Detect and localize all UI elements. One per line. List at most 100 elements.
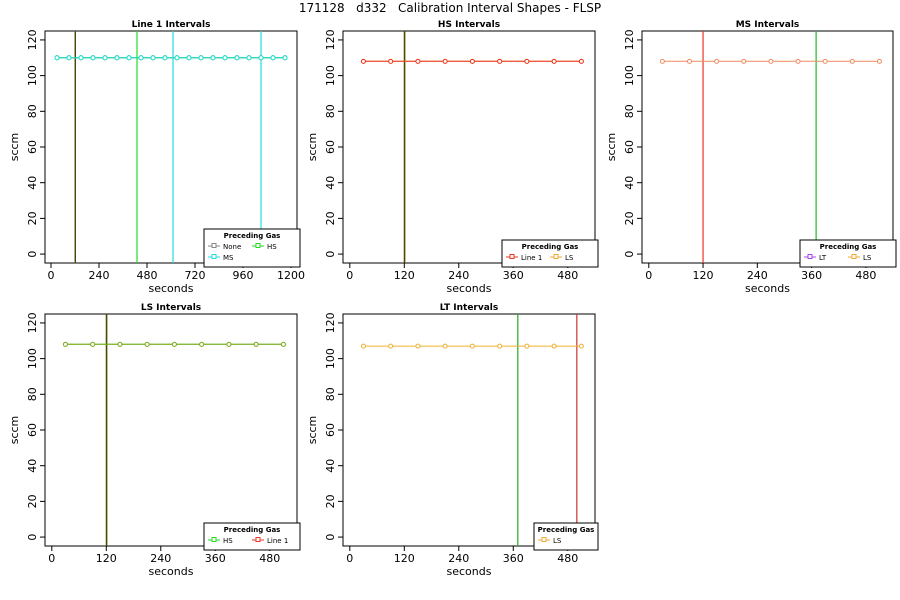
x-tick-label: 120	[394, 552, 415, 565]
legend-title: Preceding Gas	[820, 243, 877, 251]
y-tick-label: 100	[324, 65, 337, 86]
data-point	[551, 58, 557, 64]
panel-title: MS Intervals	[736, 20, 800, 30]
legend-swatch-marker	[211, 243, 217, 248]
data-point	[102, 55, 108, 61]
data-point	[415, 343, 421, 349]
legend-label: LS	[863, 254, 872, 262]
y-tick-label: 80	[26, 104, 39, 118]
data-point	[270, 55, 276, 61]
panel-title: LS Intervals	[141, 303, 201, 313]
legend: Preceding Gas None HS MS	[203, 228, 301, 268]
legend-swatch-marker	[851, 254, 857, 259]
x-tick-label: 240	[747, 269, 768, 282]
data-point	[741, 58, 747, 64]
data-point	[768, 58, 774, 64]
y-axis-label: sccm	[8, 416, 21, 445]
x-tick-label: 0	[48, 269, 55, 282]
legend-box	[203, 228, 301, 268]
plot-frame	[342, 313, 596, 547]
data-point	[524, 343, 530, 349]
chart-panel-5: LT Intervals 0 20 40 60 80 100 120 0 120 240 360 480…	[306, 303, 599, 578]
y-tick-label: 20	[26, 494, 39, 508]
legend-label: Line 1	[521, 254, 542, 262]
y-tick-label: 20	[623, 211, 636, 225]
y-tick-label: 60	[324, 423, 337, 437]
y-tick-label: 20	[324, 211, 337, 225]
y-tick-label: 40	[324, 176, 337, 190]
data-point	[210, 55, 216, 61]
y-tick-label: 0	[26, 251, 39, 258]
y-tick-label: 60	[324, 140, 337, 154]
chart-panel-4: LS Intervals 0 20 40 60 80 100 120 0 120 240 360 480…	[8, 303, 301, 578]
data-point	[144, 341, 150, 347]
y-tick-label: 120	[26, 312, 39, 333]
data-point	[138, 55, 144, 61]
y-tick-label: 100	[324, 348, 337, 369]
y-tick-label: 40	[26, 459, 39, 473]
x-tick-label: 480	[557, 269, 578, 282]
x-tick-label: 720	[185, 269, 206, 282]
x-tick-label: 360	[503, 269, 524, 282]
y-tick-label: 0	[623, 251, 636, 258]
legend-title: Preceding Gas	[224, 526, 281, 534]
data-point	[469, 343, 475, 349]
plot-frame	[44, 30, 298, 264]
y-axis-label: sccm	[306, 133, 319, 162]
data-point	[126, 55, 132, 61]
legend-label: HS	[223, 537, 233, 545]
data-point	[360, 58, 366, 64]
data-point	[222, 55, 228, 61]
legend-box	[501, 239, 599, 268]
data-point	[174, 55, 180, 61]
legend-box	[799, 239, 897, 268]
data-point	[497, 58, 503, 64]
data-point	[280, 341, 286, 347]
y-tick-label: 20	[26, 211, 39, 225]
legend: Preceding Gas LT LS	[799, 239, 897, 268]
y-tick-label: 120	[623, 29, 636, 50]
data-point	[659, 58, 665, 64]
y-axis-label: sccm	[8, 133, 21, 162]
data-point	[171, 341, 177, 347]
data-point	[524, 58, 530, 64]
x-tick-label: 120	[693, 269, 714, 282]
x-tick-label: 0	[645, 269, 652, 282]
data-point	[90, 55, 96, 61]
y-tick-label: 100	[623, 65, 636, 86]
x-tick-label: 120	[394, 269, 415, 282]
plot-frame	[641, 30, 894, 264]
x-axis-label: seconds	[149, 565, 194, 578]
legend-label: LS	[565, 254, 574, 262]
panel-title: Line 1 Intervals	[132, 20, 211, 30]
x-tick-label: 480	[557, 552, 578, 565]
y-tick-label: 80	[26, 387, 39, 401]
data-point	[469, 58, 475, 64]
legend-swatch-marker	[211, 537, 217, 542]
y-tick-label: 120	[324, 29, 337, 50]
x-axis-label: seconds	[149, 282, 194, 295]
legend-swatch-marker	[553, 254, 559, 259]
data-point	[415, 58, 421, 64]
y-tick-label: 120	[324, 312, 337, 333]
chart-panel-3: MS Intervals 0 20 40 60 80 100 120 0 120 240 360 480…	[605, 20, 897, 295]
y-tick-label: 80	[623, 104, 636, 118]
data-point	[78, 55, 84, 61]
legend-label: LS	[553, 537, 562, 545]
data-point	[551, 343, 557, 349]
data-point	[66, 55, 72, 61]
data-point	[686, 58, 692, 64]
data-point	[497, 343, 503, 349]
legend-title: Preceding Gas	[538, 526, 595, 534]
legend-label: Line 1	[267, 537, 288, 545]
y-tick-label: 100	[26, 65, 39, 86]
data-point	[442, 58, 448, 64]
x-tick-label: 480	[259, 552, 280, 565]
data-point	[388, 343, 394, 349]
data-point	[282, 55, 288, 61]
legend: Preceding Gas Line 1 LS	[501, 239, 599, 268]
y-tick-label: 20	[324, 494, 337, 508]
y-tick-label: 120	[26, 29, 39, 50]
y-axis-label: sccm	[605, 133, 618, 162]
